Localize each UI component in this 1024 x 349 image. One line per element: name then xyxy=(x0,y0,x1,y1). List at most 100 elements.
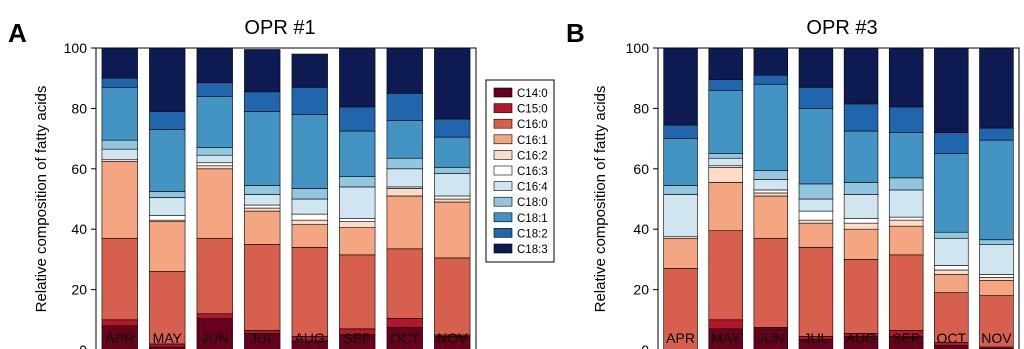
legend-label: C18:1 xyxy=(517,213,548,225)
bar-segment-b xyxy=(934,47,969,133)
bar-segment-a xyxy=(291,198,328,215)
bar-segment-b xyxy=(708,182,743,232)
bar-segment-b xyxy=(843,47,879,105)
legend-swatch xyxy=(493,212,513,223)
bar-segment-a xyxy=(149,271,186,345)
bar-segment-b xyxy=(888,225,924,256)
bar-segment-b xyxy=(663,237,698,269)
x-tick-label-b: JUL xyxy=(803,330,828,346)
bar-segment-a xyxy=(339,227,376,256)
bar-segment-a xyxy=(149,129,186,192)
bar-segment-a xyxy=(244,91,281,112)
bar-segment-a xyxy=(244,111,281,186)
bar-segment-a xyxy=(386,195,423,250)
bar-segment-a xyxy=(101,86,138,141)
bar-segment-b xyxy=(753,179,789,191)
panel-letter-b: B xyxy=(566,18,585,48)
bar-segment-b xyxy=(888,254,924,331)
y-axis-label-a: Relative composition of fatty acids xyxy=(33,86,50,313)
legend-swatch xyxy=(493,196,513,207)
bar-segment-a xyxy=(149,191,186,198)
legend-label: C16:2 xyxy=(517,150,548,162)
bar-segment-a xyxy=(434,166,471,174)
bar-segment-a xyxy=(244,185,281,195)
panel-letter-a: A xyxy=(8,18,27,48)
bar-segment-b xyxy=(934,269,969,275)
legend-label: C16:0 xyxy=(517,119,548,131)
legend-swatch xyxy=(493,103,513,113)
y-tick-label-b: 60 xyxy=(633,161,649,177)
bar-segment-b xyxy=(888,177,924,191)
bar-segment-b xyxy=(798,222,834,248)
bar-segment-b xyxy=(753,74,789,85)
bar-segment-b xyxy=(979,47,1014,129)
bar-segment-b xyxy=(979,127,1014,141)
bar-segment-b xyxy=(888,219,924,227)
x-tick-label-a: AUG xyxy=(295,330,325,346)
y-tick-label-a: 0 xyxy=(79,342,87,349)
bar-segment-a xyxy=(386,188,423,197)
bar-segment-a xyxy=(291,219,328,225)
y-tick-label-b: 100 xyxy=(626,40,650,56)
bar-segment-b xyxy=(843,182,879,195)
bar-segment-a xyxy=(101,77,138,88)
bar-segment-b xyxy=(708,79,743,91)
bar-segment-a xyxy=(434,47,471,120)
bar-segment-b xyxy=(934,132,969,154)
x-tick-label-b: NOV xyxy=(981,330,1012,346)
bar-segment-b xyxy=(753,192,789,197)
bar-segment-b xyxy=(979,295,1014,348)
bar-segment-b xyxy=(663,47,698,126)
bar-segment-b xyxy=(979,277,1014,281)
x-tick-label-b: MAY xyxy=(711,330,741,346)
bar-segment-a xyxy=(339,254,376,330)
bar-segment-a xyxy=(434,195,471,200)
bar-segment-b xyxy=(934,292,969,343)
bar-segment-b xyxy=(843,130,879,183)
bar-segment-b xyxy=(843,228,879,260)
bar-segment-a xyxy=(196,147,233,156)
bar-segment-b xyxy=(798,210,834,221)
bar-segment-b xyxy=(753,83,789,171)
bar-segment-b xyxy=(934,153,969,233)
bar-segment-a xyxy=(291,114,328,189)
bar-segment-a xyxy=(244,244,281,331)
bar-segment-a xyxy=(149,111,186,130)
y-tick-label-b: 40 xyxy=(633,221,649,237)
bar-segment-b xyxy=(798,86,834,109)
bar-segment-a xyxy=(101,139,138,150)
bar-segment-a xyxy=(339,47,376,108)
bar-segment-a xyxy=(291,247,328,337)
bar-segment-b xyxy=(708,166,743,183)
bar-segment-a xyxy=(434,201,471,259)
bar-segment-b xyxy=(753,195,789,239)
x-tick-label-b: JUN xyxy=(757,330,784,346)
bar-segment-a xyxy=(196,237,233,315)
y-tick-label-a: 40 xyxy=(71,221,87,237)
bar-segment-b xyxy=(934,237,969,266)
bar-segment-a xyxy=(291,224,328,248)
bar-segment-b xyxy=(934,265,969,271)
bar-segment-b xyxy=(843,194,879,219)
bar-segment-b xyxy=(663,124,698,139)
bar-segment-b xyxy=(798,108,834,185)
legend-swatch xyxy=(493,118,513,129)
x-tick-label-a: JUL xyxy=(250,330,275,346)
bar-segment-a xyxy=(196,47,233,84)
legend-label: C16:1 xyxy=(517,135,548,147)
bar-segment-a xyxy=(291,188,328,200)
bar-segment-b xyxy=(934,274,969,293)
bar-segment-a xyxy=(386,168,423,188)
bar-segment-a xyxy=(149,197,186,216)
bar-segment-b xyxy=(843,218,879,224)
bar-segment-b xyxy=(663,185,698,195)
y-tick-label-a: 80 xyxy=(71,100,87,116)
x-tick-label-a: SEP xyxy=(343,330,371,346)
bar-segment-a xyxy=(244,49,281,93)
bar-segment-a xyxy=(339,130,376,177)
bar-segment-a xyxy=(196,313,233,319)
bar-segment-a xyxy=(434,173,471,197)
bar-segment-b xyxy=(708,47,743,81)
bar-segment-a xyxy=(434,198,471,203)
x-tick-label-a: OCT xyxy=(390,330,420,346)
